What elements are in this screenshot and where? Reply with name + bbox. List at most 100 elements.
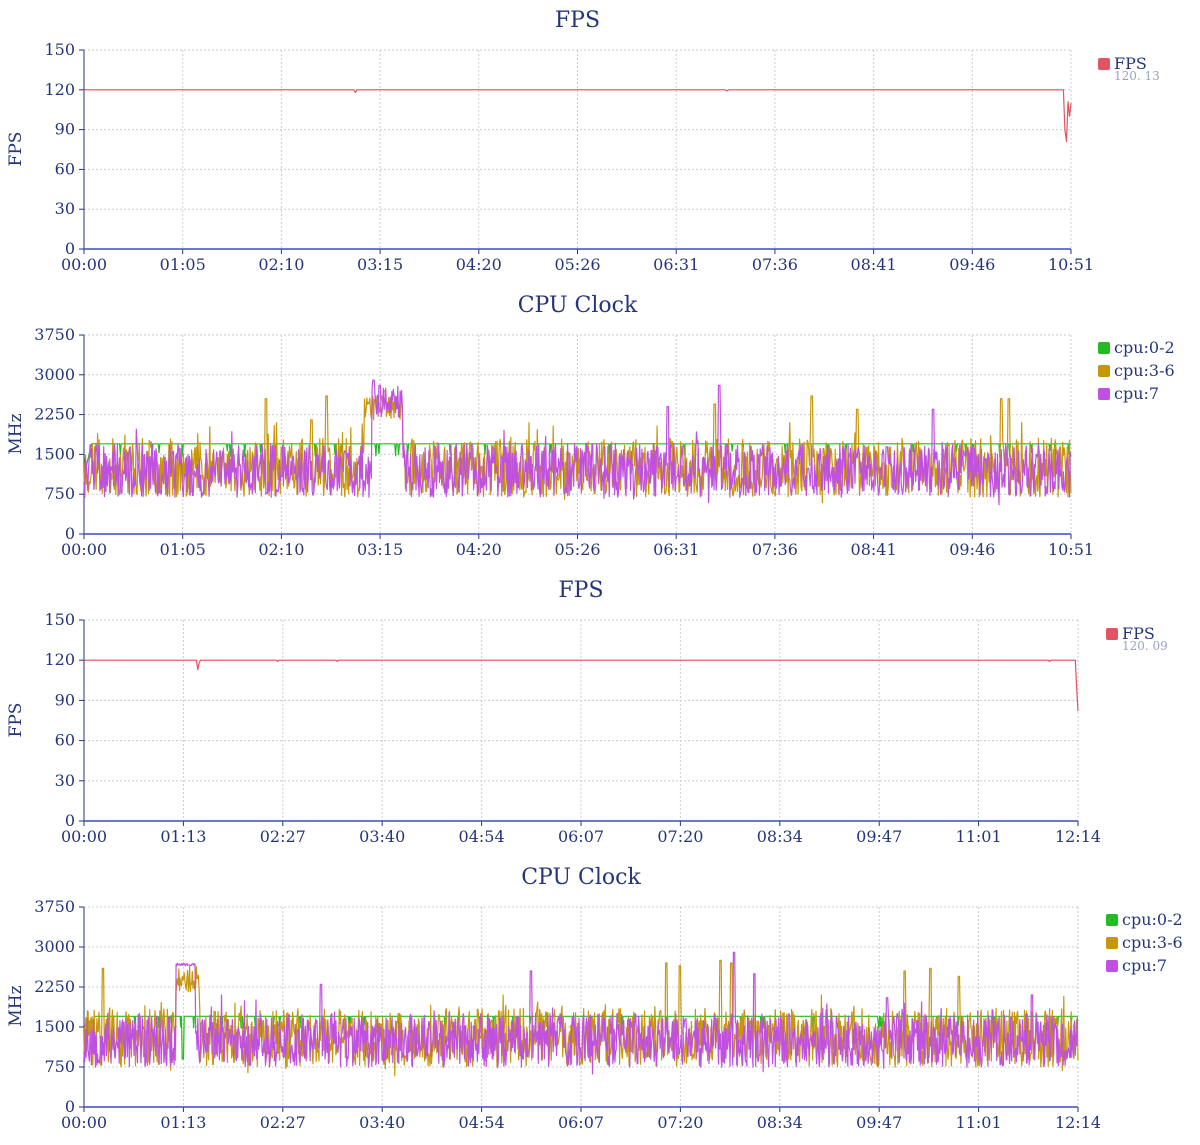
legend: FPS 120. 13 — [1098, 52, 1160, 83]
legend-swatch — [1106, 627, 1118, 640]
y-tick-label: 0 — [65, 524, 75, 543]
y-tick-label: 750 — [44, 1057, 75, 1076]
legend-swatch — [1106, 936, 1118, 949]
legend-item[interactable]: cpu:0-2 — [1098, 336, 1175, 359]
x-tick-label: 06:07 — [558, 827, 604, 846]
chart-title: FPS — [554, 8, 601, 33]
x-tick-label: 02:27 — [260, 1113, 306, 1132]
x-tick-label: 10:51 — [1048, 540, 1094, 559]
legend-item[interactable]: cpu:7 — [1098, 382, 1175, 405]
y-axis-label: FPS — [6, 131, 26, 166]
legend: FPS 120. 09 — [1106, 622, 1168, 653]
chart-svg: 0 750 1500 2250 3000 3750 00:00 01:05 02:10 03:15… — [34, 325, 1094, 559]
x-tick-label: 06:31 — [653, 540, 699, 559]
x-tick-label: 03:40 — [359, 827, 405, 846]
series-line-cpu-7 — [83, 951, 1079, 1075]
y-tick-label: 30 — [55, 199, 75, 218]
chart-title: CPU Clock — [517, 293, 638, 318]
x-tick-label: 08:41 — [851, 540, 897, 559]
y-tick-label: 3000 — [34, 365, 75, 384]
y-tick-label: 60 — [55, 731, 75, 750]
y-tick-label: 90 — [55, 120, 75, 139]
x-tick-label: 07:20 — [657, 827, 703, 846]
x-tick-label: 01:05 — [160, 540, 206, 559]
x-tick-label: 09:46 — [949, 255, 995, 274]
legend-label: FPS — [1114, 54, 1147, 73]
x-tick-label: 06:07 — [558, 1113, 604, 1132]
x-tick-label: 04:20 — [456, 255, 502, 274]
legend-item[interactable]: cpu:3-6 — [1098, 359, 1175, 382]
y-tick-label: 150 — [44, 610, 75, 629]
x-tick-label: 12:14 — [1055, 1113, 1101, 1132]
x-tick-label: 02:27 — [260, 827, 306, 846]
legend-label: cpu:7 — [1122, 956, 1168, 975]
y-tick-label: 150 — [44, 40, 75, 59]
legend-label: cpu:3-6 — [1114, 361, 1175, 380]
legend-summary-value: 120. 13 — [1114, 69, 1160, 83]
x-tick-label: 09:46 — [949, 540, 995, 559]
legend-summary-value: 120. 09 — [1122, 639, 1168, 653]
legend-item[interactable]: FPS — [1098, 52, 1160, 75]
cpu-clock-chart-1: 0 750 1500 2250 3000 3750 00:00 01:05 02:10 03:15… — [0, 285, 1200, 570]
legend-item[interactable]: cpu:3-6 — [1106, 931, 1183, 954]
fps-chart-1: 0 30 60 90 120 150 00:00 01:05 02:10 03:15 04:20 05… — [0, 0, 1200, 285]
y-tick-label: 1500 — [34, 444, 75, 463]
chart-svg: 0 30 60 90 120 150 00:00 01:05 02:10 03:15 04:20 05… — [44, 40, 1094, 274]
chart-svg: 0 30 60 90 120 150 00:00 01:13 02:27 03:40 04:54 06… — [44, 610, 1101, 846]
y-tick-label: 120 — [44, 80, 75, 99]
legend-label: FPS — [1122, 624, 1155, 643]
legend-item[interactable]: cpu:7 — [1106, 954, 1183, 977]
chart-title: FPS — [558, 578, 604, 603]
legend: cpu:0-2 cpu:3-6 cpu:7 — [1098, 336, 1175, 405]
x-tick-label: 02:10 — [258, 540, 304, 559]
legend-item[interactable]: cpu:0-2 — [1106, 908, 1183, 931]
legend-swatch — [1098, 57, 1110, 70]
x-tick-label: 03:15 — [357, 540, 403, 559]
y-axis-label: MHz — [6, 985, 26, 1027]
x-tick-label: 07:20 — [657, 1113, 703, 1132]
legend-label: cpu:0-2 — [1114, 338, 1175, 357]
legend-swatch — [1098, 364, 1110, 377]
legend-swatch — [1106, 959, 1118, 972]
x-tick-label: 10:51 — [1048, 255, 1094, 274]
x-tick-label: 04:54 — [459, 1113, 505, 1132]
legend-label: cpu:3-6 — [1122, 933, 1183, 952]
y-tick-label: 60 — [55, 159, 75, 178]
x-tick-label: 07:36 — [752, 540, 798, 559]
x-tick-label: 00:00 — [61, 827, 107, 846]
x-tick-label: 00:00 — [61, 540, 107, 559]
x-tick-label: 03:15 — [357, 255, 403, 274]
y-tick-label: 30 — [55, 771, 75, 790]
x-tick-label: 08:34 — [757, 1113, 803, 1132]
y-axis-label: FPS — [6, 702, 26, 737]
legend-item[interactable]: FPS — [1106, 622, 1168, 645]
x-tick-label: 08:34 — [757, 827, 803, 846]
y-tick-label: 0 — [65, 811, 75, 830]
x-tick-label: 07:36 — [752, 255, 798, 274]
series-line-fps — [84, 89, 1072, 143]
x-tick-label: 05:26 — [554, 255, 600, 274]
y-tick-label: 750 — [44, 484, 75, 503]
legend-label: cpu:7 — [1114, 384, 1160, 403]
x-tick-label: 01:13 — [160, 1113, 206, 1132]
legend-label: cpu:0-2 — [1122, 910, 1183, 929]
x-tick-label: 04:54 — [459, 827, 505, 846]
y-tick-label: 2250 — [34, 405, 75, 424]
y-tick-label: 2250 — [34, 977, 75, 996]
x-tick-label: 04:20 — [456, 540, 502, 559]
x-tick-label: 03:40 — [359, 1113, 405, 1132]
y-tick-label: 0 — [65, 239, 75, 258]
x-tick-label: 00:00 — [61, 255, 107, 274]
legend-swatch — [1098, 341, 1110, 354]
x-tick-label: 01:05 — [160, 255, 206, 274]
y-tick-label: 3000 — [34, 937, 75, 956]
x-tick-label: 09:47 — [856, 827, 902, 846]
fps-chart-2: 0 30 60 90 120 150 00:00 01:13 02:27 03:40 04:54 06… — [0, 572, 1200, 857]
x-tick-label: 09:47 — [856, 1113, 902, 1132]
x-tick-label: 06:31 — [653, 255, 699, 274]
x-tick-label: 12:14 — [1055, 827, 1101, 846]
y-tick-label: 0 — [65, 1097, 75, 1116]
series-line-fps — [84, 659, 1079, 712]
y-tick-label: 120 — [44, 650, 75, 669]
x-tick-label: 00:00 — [61, 1113, 107, 1132]
